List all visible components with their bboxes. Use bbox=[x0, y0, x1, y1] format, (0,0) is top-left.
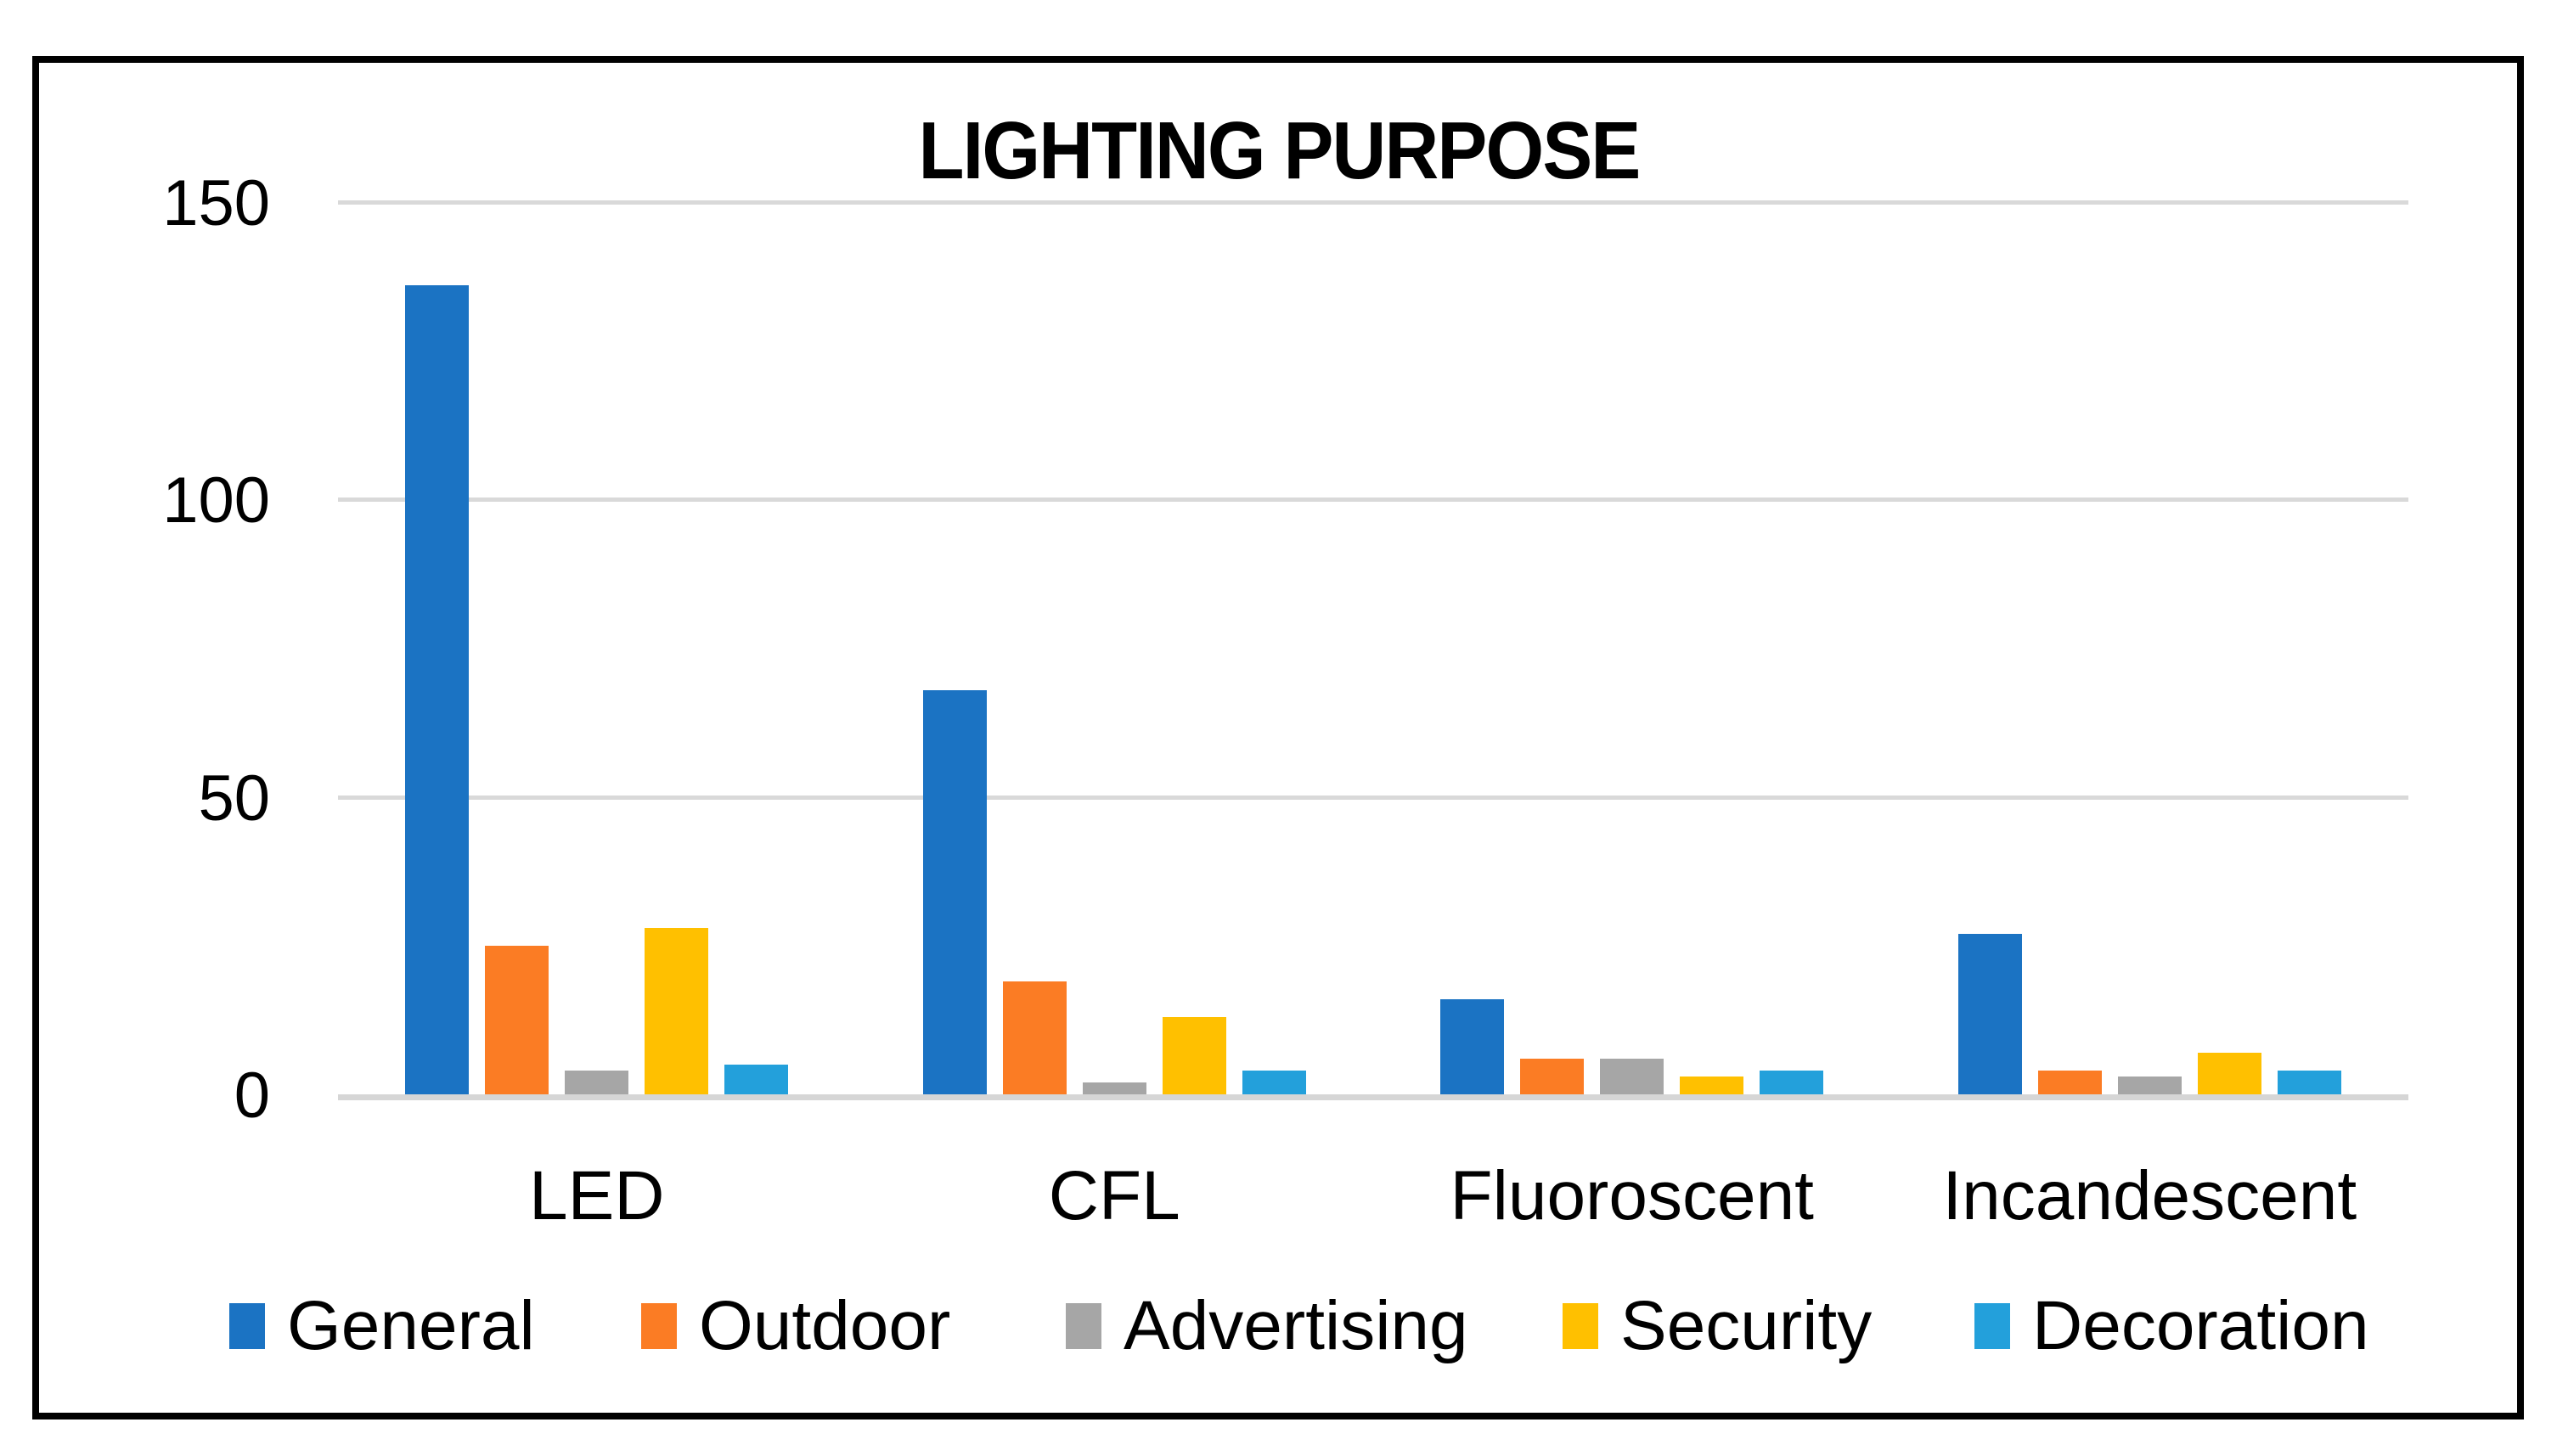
bar-security-incandescent bbox=[2197, 1052, 2261, 1094]
bar-outdoor-fluoroscent bbox=[1520, 1058, 1585, 1094]
legend-label-outdoor: Outdoor bbox=[699, 1287, 951, 1364]
legend-item-decoration: Decoration bbox=[1974, 1288, 2369, 1364]
bar-decoration-led bbox=[724, 1064, 789, 1094]
bar-security-cfl bbox=[1162, 1016, 1226, 1094]
y-axis-tick-label-0: 0 bbox=[234, 1060, 270, 1132]
bar-decoration-incandescent bbox=[2277, 1070, 2341, 1094]
bar-advertising-cfl bbox=[1082, 1082, 1146, 1094]
chart-frame bbox=[32, 56, 2524, 1419]
y-axis-tick-label-150: 150 bbox=[162, 167, 270, 239]
bar-general-fluoroscent bbox=[1440, 998, 1505, 1094]
category-label-fluoroscent: Fluoroscent bbox=[1450, 1157, 1814, 1234]
bar-security-led bbox=[645, 927, 709, 1094]
bar-general-incandescent bbox=[1957, 933, 2022, 1094]
legend-label-general: General bbox=[287, 1287, 535, 1364]
gridline-100 bbox=[338, 498, 2408, 503]
bar-outdoor-incandescent bbox=[2037, 1070, 2102, 1094]
bar-advertising-fluoroscent bbox=[1600, 1058, 1664, 1094]
bar-decoration-fluoroscent bbox=[1760, 1070, 1824, 1094]
y-axis-tick-label-50: 50 bbox=[198, 762, 270, 835]
legend-item-security: Security bbox=[1563, 1288, 1872, 1364]
bar-advertising-incandescent bbox=[2117, 1076, 2182, 1094]
legend-swatch-decoration bbox=[1974, 1303, 2010, 1349]
x-axis-line bbox=[338, 1094, 2408, 1100]
bar-outdoor-cfl bbox=[1002, 981, 1067, 1094]
legend-label-advertising: Advertising bbox=[1124, 1287, 1468, 1364]
category-label-led: LED bbox=[528, 1157, 665, 1234]
legend-item-general: General bbox=[229, 1288, 535, 1364]
category-label-cfl: CFL bbox=[1048, 1157, 1180, 1234]
y-axis-tick-label-100: 100 bbox=[162, 464, 270, 537]
legend-item-advertising: Advertising bbox=[1066, 1288, 1468, 1364]
bar-general-cfl bbox=[922, 689, 987, 1094]
legend-swatch-general bbox=[229, 1303, 265, 1349]
legend-label-security: Security bbox=[1620, 1287, 1873, 1364]
gridline-50 bbox=[338, 795, 2408, 800]
bar-security-fluoroscent bbox=[1680, 1076, 1744, 1094]
bar-general-led bbox=[405, 285, 470, 1094]
bar-advertising-led bbox=[565, 1070, 629, 1094]
legend-swatch-security bbox=[1563, 1303, 1598, 1349]
bar-outdoor-led bbox=[485, 945, 549, 1094]
legend-swatch-advertising bbox=[1066, 1303, 1101, 1349]
bar-decoration-cfl bbox=[1242, 1070, 1306, 1094]
legend-swatch-outdoor bbox=[641, 1303, 677, 1349]
category-label-incandescent: Incandescent bbox=[1942, 1157, 2357, 1234]
gridline-150 bbox=[338, 200, 2408, 205]
chart-title: LIGHTING PURPOSE bbox=[918, 105, 1642, 196]
legend-label-decoration: Decoration bbox=[2032, 1287, 2369, 1364]
legend-item-outdoor: Outdoor bbox=[641, 1288, 950, 1364]
